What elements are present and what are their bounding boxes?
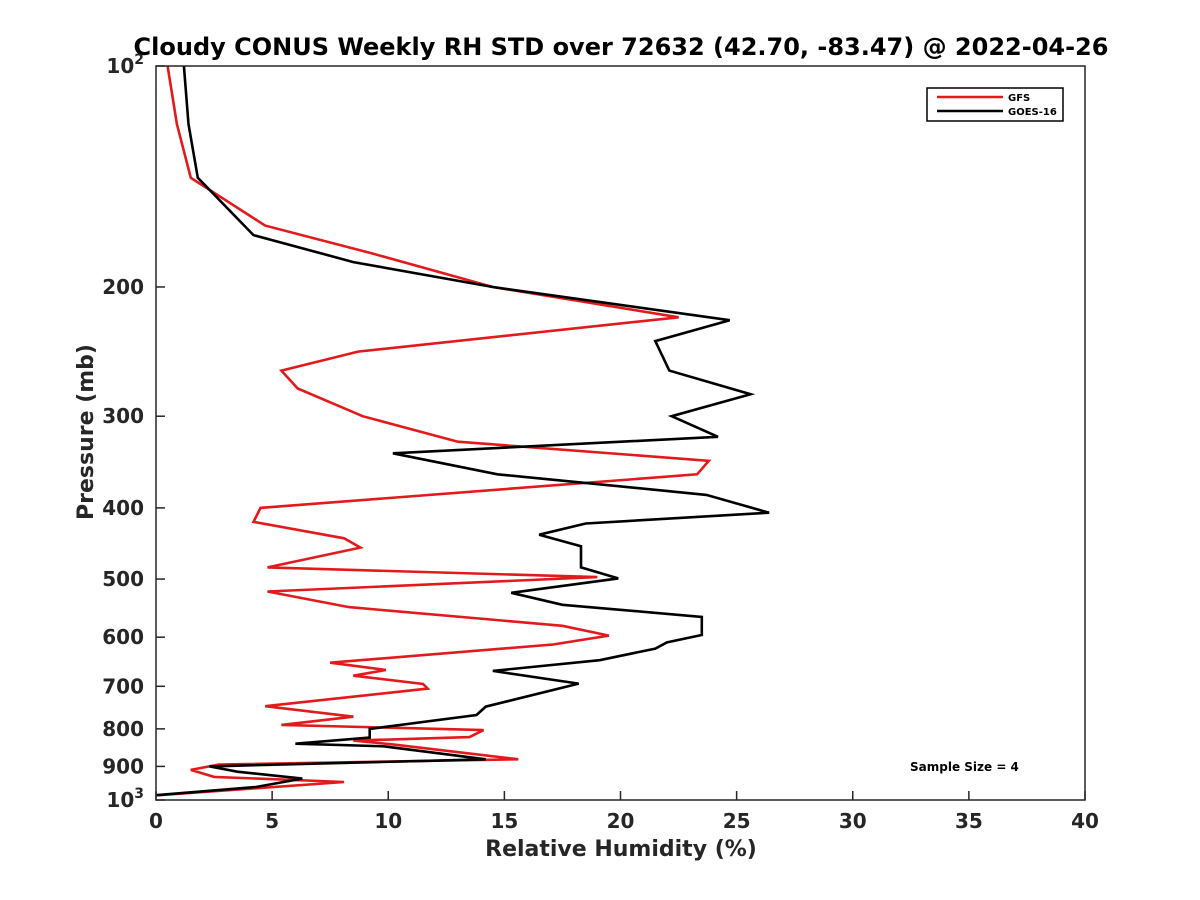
legend-label-goes16: GOES-16 xyxy=(1008,107,1057,118)
y-tick-exponent: 2 xyxy=(134,52,144,68)
y-tick-label: 600 xyxy=(102,625,144,649)
x-tick-label: 0 xyxy=(149,809,163,833)
x-tick-label: 5 xyxy=(265,809,279,833)
y-tick-label: 200 xyxy=(102,275,144,299)
x-tick-label: 10 xyxy=(374,809,402,833)
x-axis-label: Relative Humidity (%) xyxy=(485,837,757,862)
y-axis-label: Pressure (mb) xyxy=(74,344,99,520)
y-tick-label: 500 xyxy=(102,567,144,591)
y-tick-label: 400 xyxy=(102,496,144,520)
y-tick-label: 800 xyxy=(102,717,144,741)
chart-title: Cloudy CONUS Weekly RH STD over 72632 (4… xyxy=(134,33,1109,61)
x-tick-label: 35 xyxy=(955,809,983,833)
plot-area: 0 5 10 15 20 25 30 35 40 10220030040050060070080… xyxy=(102,52,1099,833)
x-tick-label: 30 xyxy=(839,809,867,833)
series-line-goes16 xyxy=(155,65,770,797)
x-tick-label: 20 xyxy=(607,809,635,833)
y-tick-base: 10 xyxy=(106,54,134,78)
series-layer xyxy=(155,65,770,797)
axes-box xyxy=(155,65,1086,801)
y-tick-label: 102 xyxy=(106,52,144,78)
x-tick-label: 15 xyxy=(490,809,518,833)
y-tick-label: 900 xyxy=(102,754,144,778)
sample-size-note: Sample Size = 4 xyxy=(910,760,1019,774)
y-tick-label: 700 xyxy=(102,674,144,698)
series-line-gfs xyxy=(158,65,712,797)
legend-box xyxy=(926,87,1064,122)
legend-label-gfs: GFS xyxy=(1008,93,1030,104)
y-tick-base: 10 xyxy=(106,788,134,812)
y-tick-label: 103 xyxy=(106,786,144,812)
y-tick-label: 300 xyxy=(102,404,144,428)
legend: GFS GOES-16 xyxy=(926,87,1064,122)
x-tick-label: 40 xyxy=(1071,809,1099,833)
x-axis-ticks: 0 5 10 15 20 25 30 35 40 xyxy=(149,791,1099,833)
x-tick-label: 25 xyxy=(723,809,751,833)
y-tick-exponent: 3 xyxy=(134,786,144,802)
